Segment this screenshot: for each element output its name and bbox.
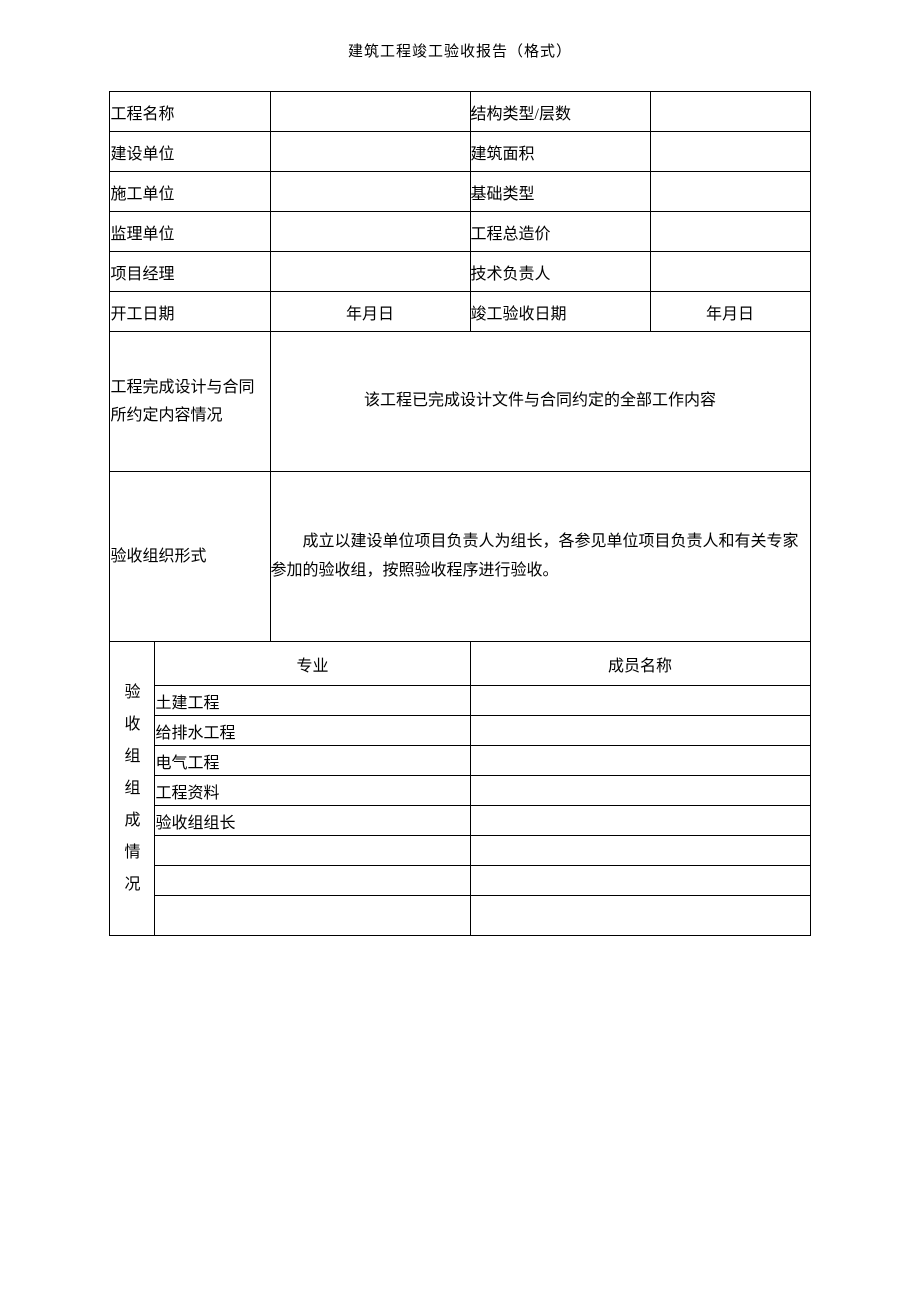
value-foundation-type [650, 172, 810, 212]
table-row: 开工日期 年月日 竣工验收日期 年月日 [110, 292, 810, 332]
label-total-cost: 工程总造价 [470, 212, 650, 252]
label-structure-type: 结构类型/层数 [470, 92, 650, 132]
specialty-cell: 土建工程 [155, 686, 470, 716]
table-row [110, 896, 810, 936]
label-project-manager: 项目经理 [110, 252, 270, 292]
value-total-cost [650, 212, 810, 252]
specialty-cell: 工程资料 [155, 776, 470, 806]
specialty-cell: 验收组组长 [155, 806, 470, 836]
table-row: 给排水工程 [110, 716, 810, 746]
member-cell [470, 776, 810, 806]
label-member-name: 成员名称 [470, 642, 810, 686]
member-cell [470, 896, 810, 936]
page-title: 建筑工程竣工验收报告（格式） [0, 40, 920, 61]
table-row: 验收组组长 [110, 806, 810, 836]
label-tech-lead: 技术负责人 [470, 252, 650, 292]
value-completion-date: 年月日 [650, 292, 810, 332]
value-tech-lead [650, 252, 810, 292]
label-acceptance-org: 验收组织形式 [110, 472, 270, 642]
member-cell [470, 866, 810, 896]
label-project-name: 工程名称 [110, 92, 270, 132]
table-row: 验收组织形式 成立以建设单位项目负责人为组长，各参见单位项目负责人和有关专家参加… [110, 472, 810, 642]
value-design-completion: 该工程已完成设计文件与合同约定的全部工作内容 [270, 332, 810, 472]
specialty-cell: 给排水工程 [155, 716, 470, 746]
value-contractor [270, 172, 470, 212]
label-start-date: 开工日期 [110, 292, 270, 332]
acceptance-report-table: 工程名称 结构类型/层数 建设单位 建筑面积 施工单位 基础类型 监理单位 工程… [109, 91, 810, 936]
vertical-char: 组 [110, 773, 154, 805]
value-acceptance-org: 成立以建设单位项目负责人为组长，各参见单位项目负责人和有关专家参加的验收组，按照… [270, 472, 810, 642]
label-contractor: 施工单位 [110, 172, 270, 212]
table-row: 验 收 组 组 成 情 况 专业 成员名称 [110, 642, 810, 686]
label-construction-unit: 建设单位 [110, 132, 270, 172]
table-row [110, 836, 810, 866]
value-construction-unit [270, 132, 470, 172]
specialty-cell [155, 896, 470, 936]
member-cell [470, 806, 810, 836]
member-cell [470, 746, 810, 776]
vertical-char: 成 [110, 805, 154, 837]
label-specialty: 专业 [155, 642, 470, 686]
member-cell [470, 686, 810, 716]
table-row: 建设单位 建筑面积 [110, 132, 810, 172]
value-project-manager [270, 252, 470, 292]
label-design-completion: 工程完成设计与合同所约定内容情况 [110, 332, 270, 472]
table-row: 施工单位 基础类型 [110, 172, 810, 212]
specialty-cell: 电气工程 [155, 746, 470, 776]
member-cell [470, 716, 810, 746]
table-row: 工程完成设计与合同所约定内容情况 该工程已完成设计文件与合同约定的全部工作内容 [110, 332, 810, 472]
value-building-area [650, 132, 810, 172]
label-foundation-type: 基础类型 [470, 172, 650, 212]
value-structure-type [650, 92, 810, 132]
value-project-name [270, 92, 470, 132]
table-row [110, 866, 810, 896]
member-cell [470, 836, 810, 866]
vertical-char: 验 [110, 677, 154, 709]
table-row: 工程资料 [110, 776, 810, 806]
table-row: 土建工程 [110, 686, 810, 716]
vertical-char: 情 [110, 837, 154, 869]
specialty-cell [155, 866, 470, 896]
label-supervision-unit: 监理单位 [110, 212, 270, 252]
label-acceptance-group: 验 收 组 组 成 情 况 [110, 642, 155, 936]
table-row: 项目经理 技术负责人 [110, 252, 810, 292]
vertical-char: 况 [110, 869, 154, 901]
vertical-char: 组 [110, 741, 154, 773]
vertical-char: 收 [110, 709, 154, 741]
label-completion-date: 竣工验收日期 [470, 292, 650, 332]
label-building-area: 建筑面积 [470, 132, 650, 172]
table-row: 工程名称 结构类型/层数 [110, 92, 810, 132]
specialty-cell [155, 836, 470, 866]
table-row: 电气工程 [110, 746, 810, 776]
table-row: 监理单位 工程总造价 [110, 212, 810, 252]
value-start-date: 年月日 [270, 292, 470, 332]
value-supervision-unit [270, 212, 470, 252]
